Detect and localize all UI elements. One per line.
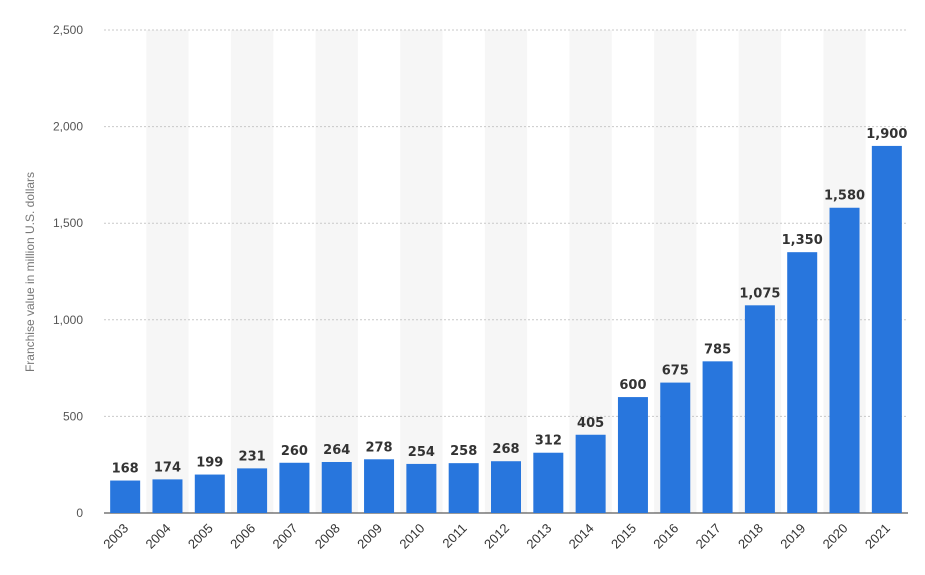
x-tick-label: 2011	[439, 521, 469, 551]
column-band	[146, 30, 189, 513]
data-label: 168	[112, 462, 139, 477]
data-labels: 168 174 199 231 260 264 278 254 258 268 312 405 600 6…	[112, 127, 908, 477]
bar	[152, 479, 183, 513]
data-label: 260	[281, 444, 308, 459]
data-label: 600	[619, 378, 646, 393]
y-tick-label: 1,000	[53, 313, 83, 327]
data-label: 268	[492, 442, 519, 457]
x-tick-label: 2003	[100, 521, 131, 552]
bar	[237, 468, 268, 513]
y-tick-label: 0	[76, 506, 83, 520]
bar	[491, 461, 521, 513]
bar	[364, 459, 395, 513]
x-tick-label: 2013	[523, 521, 554, 552]
y-axis-label: Franchise value in million U.S. dollars	[23, 172, 37, 372]
column-band	[484, 30, 528, 513]
bar	[702, 361, 733, 513]
data-label: 1,900	[866, 127, 907, 142]
bar	[110, 480, 141, 513]
x-tick-label: 2016	[650, 521, 681, 552]
data-label: 254	[408, 445, 435, 460]
y-axis-ticks: 0 500 1,000 1,500 2,000 2,500	[53, 23, 83, 520]
column-band	[400, 30, 443, 513]
y-tick-label: 500	[63, 409, 83, 423]
x-tick-label: 2019	[777, 521, 808, 552]
bar	[279, 462, 310, 513]
data-label: 258	[450, 444, 477, 459]
bar	[448, 463, 479, 513]
data-label: 174	[154, 460, 181, 475]
x-tick-label: 2005	[185, 521, 216, 552]
bar	[617, 397, 648, 513]
x-tick-label: 2009	[354, 521, 385, 552]
x-tick-label: 2015	[608, 521, 639, 552]
bar	[406, 463, 437, 513]
bar	[321, 461, 352, 513]
x-tick-label: 2010	[396, 521, 427, 552]
data-label: 264	[323, 443, 350, 458]
bar	[575, 434, 606, 513]
x-tick-label: 2020	[820, 521, 851, 552]
y-tick-label: 2,000	[53, 120, 83, 134]
x-tick-label: 2007	[269, 521, 300, 552]
x-tick-label: 2014	[566, 521, 597, 552]
bar	[660, 382, 691, 513]
x-tick-label: 2017	[693, 521, 724, 552]
x-tick-label: 2008	[312, 521, 343, 552]
data-label: 1,580	[824, 189, 865, 204]
bar	[871, 145, 902, 514]
data-label: 199	[196, 456, 223, 471]
data-label: 278	[365, 440, 392, 455]
data-label: 405	[577, 416, 604, 431]
bar	[194, 474, 225, 513]
data-label: 1,350	[782, 233, 823, 248]
data-label: 675	[662, 364, 689, 379]
data-label: 1,075	[739, 286, 780, 301]
x-tick-label: 2004	[143, 521, 174, 552]
x-axis-ticks: 2003 2004 2005 2006 2007 2008 2009 2010 2011 2012…	[100, 521, 893, 552]
column-band	[315, 30, 358, 513]
bar	[744, 305, 775, 513]
bar	[829, 207, 860, 513]
x-tick-label: 2021	[862, 521, 893, 552]
column-band	[569, 30, 612, 513]
column-band	[230, 30, 274, 513]
x-tick-label: 2006	[227, 521, 258, 552]
bars	[110, 145, 902, 514]
y-tick-label: 1,500	[53, 216, 83, 230]
bar	[533, 452, 564, 513]
y-tick-label: 2,500	[53, 23, 83, 37]
data-label: 785	[704, 342, 731, 357]
bar	[787, 252, 818, 513]
x-tick-label: 2012	[481, 521, 512, 552]
x-tick-label: 2018	[735, 521, 766, 552]
data-label: 312	[535, 434, 562, 449]
data-label: 231	[239, 449, 266, 464]
